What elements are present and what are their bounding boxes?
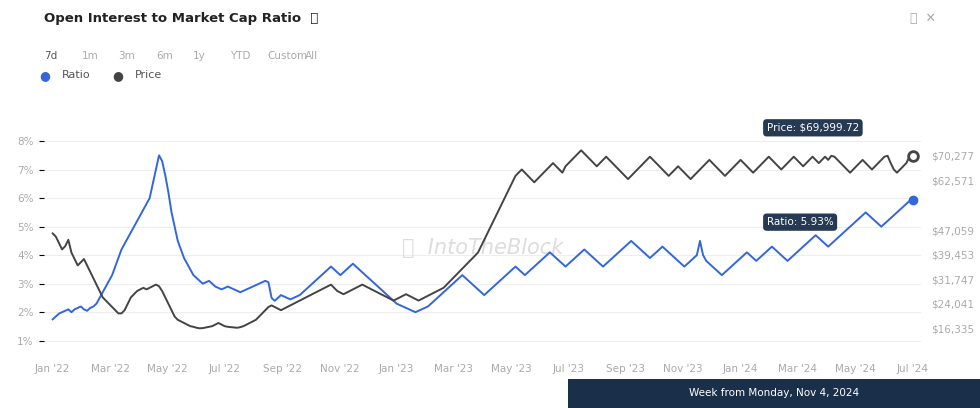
- Text: Open Interest to Market Cap Ratio  ⓘ: Open Interest to Market Cap Ratio ⓘ: [44, 12, 319, 25]
- Text: ⤓  ✕: ⤓ ✕: [909, 12, 936, 25]
- Text: 7d: 7d: [44, 51, 58, 61]
- Text: YTD: YTD: [230, 51, 251, 61]
- Text: Custom: Custom: [268, 51, 308, 61]
- Text: ⧆  IntoTheBlock: ⧆ IntoTheBlock: [402, 238, 564, 259]
- Text: 6m: 6m: [156, 51, 172, 61]
- Text: Ratio: 5.93%: Ratio: 5.93%: [766, 217, 834, 227]
- Text: 1m: 1m: [81, 51, 98, 61]
- Text: Price: Price: [135, 71, 163, 80]
- Text: ●: ●: [39, 69, 50, 82]
- Text: Price: $69,999.72: Price: $69,999.72: [766, 123, 859, 133]
- Text: Week from Monday, Nov 4, 2024: Week from Monday, Nov 4, 2024: [689, 388, 859, 398]
- Text: Ratio: Ratio: [62, 71, 90, 80]
- Text: 1y: 1y: [193, 51, 206, 61]
- Text: 3m: 3m: [119, 51, 135, 61]
- Text: ●: ●: [113, 69, 123, 82]
- Text: All: All: [305, 51, 318, 61]
